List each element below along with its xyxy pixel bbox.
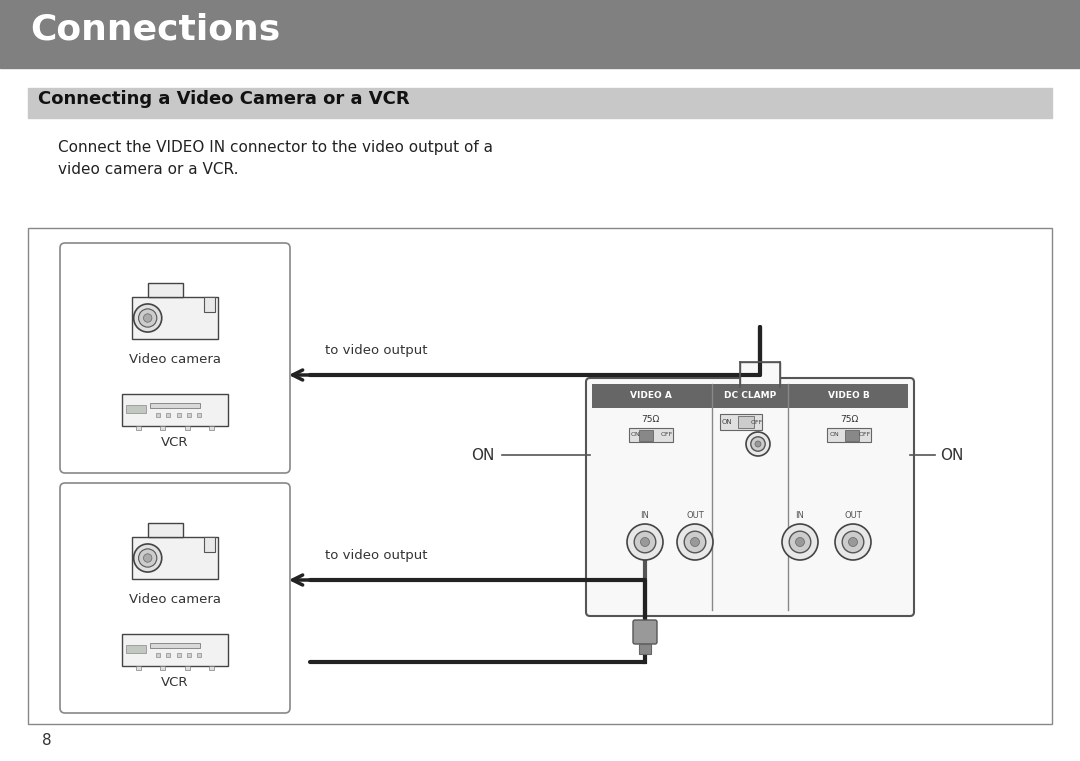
- Bar: [157, 653, 160, 658]
- Text: VIDEO B: VIDEO B: [828, 391, 870, 400]
- FancyBboxPatch shape: [132, 297, 218, 339]
- Bar: [28, 228, 1052, 724]
- Bar: [0, 0, 1080, 68]
- Text: OFF: OFF: [751, 419, 764, 425]
- Circle shape: [796, 537, 805, 546]
- Text: IN: IN: [640, 511, 649, 521]
- Bar: [177, 653, 180, 658]
- Circle shape: [842, 531, 864, 552]
- Bar: [740, 362, 780, 387]
- Bar: [198, 413, 201, 417]
- FancyBboxPatch shape: [60, 483, 291, 713]
- Bar: [629, 428, 673, 442]
- Circle shape: [134, 304, 162, 332]
- Text: to video output: to video output: [325, 344, 428, 357]
- Text: 75Ω: 75Ω: [642, 416, 660, 425]
- Text: Connections: Connections: [30, 12, 280, 46]
- Text: to video output: to video output: [325, 549, 428, 562]
- Circle shape: [690, 537, 700, 546]
- Bar: [210, 426, 214, 430]
- Bar: [160, 426, 165, 430]
- Bar: [187, 413, 191, 417]
- Text: VCR: VCR: [161, 676, 189, 689]
- Bar: [827, 428, 872, 442]
- Circle shape: [144, 314, 152, 322]
- FancyBboxPatch shape: [586, 378, 914, 616]
- Text: OFF: OFF: [661, 432, 673, 438]
- Circle shape: [640, 537, 649, 546]
- Text: ON: ON: [721, 419, 732, 425]
- Bar: [185, 667, 190, 670]
- Bar: [125, 405, 146, 413]
- Bar: [28, 88, 1052, 118]
- Bar: [150, 644, 200, 648]
- Bar: [638, 429, 652, 441]
- Bar: [157, 413, 160, 417]
- Text: 75Ω: 75Ω: [840, 416, 859, 425]
- Bar: [198, 653, 201, 658]
- Circle shape: [835, 524, 870, 560]
- Text: Connect the VIDEO IN connector to the video output of a
video camera or a VCR.: Connect the VIDEO IN connector to the vi…: [58, 140, 492, 177]
- Text: ON: ON: [472, 447, 495, 463]
- Bar: [150, 403, 200, 409]
- Text: OUT: OUT: [845, 511, 862, 521]
- Text: ON: ON: [940, 447, 963, 463]
- Bar: [185, 426, 190, 430]
- Circle shape: [849, 537, 858, 546]
- Bar: [166, 413, 171, 417]
- Bar: [125, 645, 146, 653]
- Circle shape: [685, 531, 706, 552]
- Circle shape: [144, 554, 152, 562]
- Text: DC CLAMP: DC CLAMP: [724, 391, 777, 400]
- Circle shape: [677, 524, 713, 560]
- Text: ON: ON: [829, 432, 839, 438]
- Circle shape: [755, 441, 761, 447]
- Circle shape: [746, 432, 770, 456]
- Bar: [160, 667, 165, 670]
- Circle shape: [634, 531, 656, 552]
- Bar: [738, 416, 754, 428]
- Circle shape: [751, 437, 766, 451]
- Text: VCR: VCR: [161, 436, 189, 449]
- Circle shape: [134, 544, 162, 572]
- Bar: [136, 426, 140, 430]
- Bar: [177, 413, 180, 417]
- Circle shape: [138, 309, 157, 327]
- Text: Video camera: Video camera: [129, 593, 221, 606]
- Bar: [639, 644, 651, 654]
- FancyBboxPatch shape: [148, 282, 183, 297]
- FancyBboxPatch shape: [633, 620, 657, 644]
- Circle shape: [789, 531, 811, 552]
- FancyBboxPatch shape: [148, 523, 183, 537]
- Text: IN: IN: [796, 511, 805, 521]
- Bar: [136, 667, 140, 670]
- Bar: [187, 653, 191, 658]
- Text: ON: ON: [631, 432, 640, 438]
- Text: 8: 8: [42, 733, 52, 748]
- Bar: [166, 653, 171, 658]
- Bar: [846, 429, 860, 441]
- Bar: [204, 297, 215, 312]
- FancyBboxPatch shape: [122, 634, 228, 667]
- Bar: [204, 537, 215, 552]
- Bar: [210, 667, 214, 670]
- Text: OUT: OUT: [686, 511, 704, 521]
- FancyBboxPatch shape: [122, 393, 228, 426]
- Text: OFF: OFF: [859, 432, 872, 438]
- FancyBboxPatch shape: [132, 537, 218, 579]
- FancyBboxPatch shape: [60, 243, 291, 473]
- Bar: [592, 384, 908, 408]
- Bar: [720, 414, 762, 430]
- Circle shape: [782, 524, 818, 560]
- Circle shape: [138, 549, 157, 567]
- Text: Connecting a Video Camera or a VCR: Connecting a Video Camera or a VCR: [38, 90, 409, 108]
- Text: VIDEO A: VIDEO A: [630, 391, 672, 400]
- Text: Video camera: Video camera: [129, 353, 221, 366]
- Circle shape: [627, 524, 663, 560]
